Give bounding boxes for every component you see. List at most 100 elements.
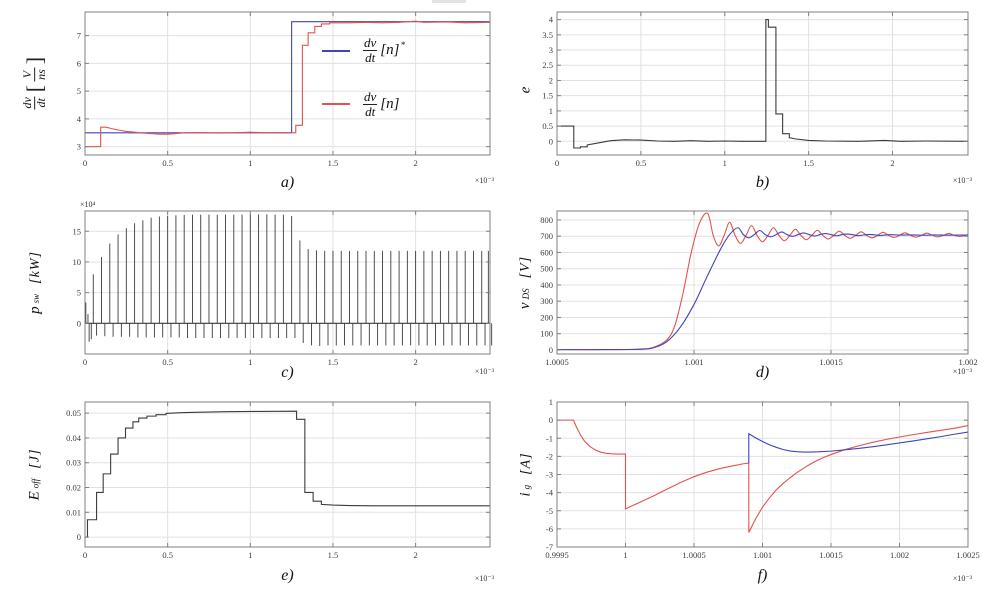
svg-text:0: 0 [77,318,81,328]
svg-text:3.5: 3.5 [542,30,553,40]
legend-label-measured: dv dt [n] [363,88,400,119]
legend: dv dt [n] * dv dt [n] [322,35,405,120]
svg-text:0: 0 [83,158,87,168]
svg-text:1.002: 1.002 [958,357,977,367]
svg-text:1.0015: 1.0015 [819,550,842,560]
plot-e: 0 0.5 1 1.5 2 0 0.01 0.02 0.03 0.04 0.05 [66,401,491,560]
svg-text:1.001: 1.001 [753,550,772,560]
panel-caption-c: c) [281,364,294,381]
svg-text:3: 3 [77,142,81,152]
y-axis-label-f: i g [A] [517,452,534,497]
svg-text:1.5: 1.5 [803,158,814,168]
svg-text:0.5: 0.5 [162,550,173,560]
svg-text:1.0005: 1.0005 [682,550,705,560]
legend-entry-measured: dv dt [n] [322,88,405,120]
panel-b: 0 0.5 1 1.5 2 0 0.5 1 1.5 2 2.5 3 3.5 4 e b) ×10⁻³ [500,0,1000,197]
svg-text:1.5: 1.5 [328,550,339,560]
screenshot-artifact [432,0,466,3]
plot-d: 1.0005 1.001 1.0015 1.002 0 100 200 300 400 500 60… [540,210,978,367]
y-axis-label-d: v DS [V] [517,255,534,310]
svg-text:0: 0 [549,136,553,146]
svg-text:0.5: 0.5 [542,121,553,131]
plot-c: 0 0.5 1 1.5 2 0 5 10 15 [73,210,493,367]
y-axis-label-b: e [517,86,534,94]
svg-text:3: 3 [549,45,553,55]
dvdt-fraction: dv dt [20,96,49,110]
svg-text:4: 4 [549,15,554,25]
panel-caption-b: b) [755,174,770,191]
svg-text:0: 0 [549,415,553,425]
svg-text:0: 0 [83,357,87,367]
svg-text:0.5: 0.5 [636,158,647,168]
svg-text:-1: -1 [546,433,553,443]
svg-text:5: 5 [77,86,81,96]
svg-text:2: 2 [890,158,894,168]
panel-f: 0.9995 1 1.0005 1.001 1.0015 1.002 1.0025 1 0 -1 -… [500,394,1000,591]
plot-a: 0 0.5 1 1.5 2 3 4 5 6 7 [77,11,491,168]
svg-text:2: 2 [413,550,417,560]
svg-text:0.02: 0.02 [66,483,81,493]
svg-text:-7: -7 [546,542,553,552]
svg-text:1: 1 [623,550,627,560]
svg-text:7: 7 [77,31,81,41]
svg-text:0: 0 [549,345,553,355]
svg-text:1.0025: 1.0025 [956,550,979,560]
svg-text:1: 1 [248,158,252,168]
svg-text:2: 2 [549,75,553,85]
panel-caption-f: f) [757,567,768,584]
legend-label-reference: dv dt [n] * [363,35,405,66]
svg-text:300: 300 [540,296,553,306]
svg-text:1: 1 [248,357,252,367]
left-bracket: [ [22,84,47,92]
plot-f: 0.9995 1 1.0005 1.001 1.0015 1.002 1.0025 1 0 -1 -… [545,397,979,560]
svg-text:2.5: 2.5 [542,60,553,70]
svg-text:1: 1 [248,550,252,560]
panel-caption-d: d) [755,364,770,381]
panel-caption-a: a) [280,174,295,191]
panel-c: 0 0.5 1 1.5 2 0 5 10 15 p sw [kW] ×10⁴ c) ×10⁻³ [0,197,500,394]
svg-text:0: 0 [77,532,81,542]
svg-text:1.001: 1.001 [684,357,703,367]
svg-text:4: 4 [77,114,82,124]
svg-text:100: 100 [540,329,553,339]
x-scale-exponent-a: ×10⁻³ [474,176,494,185]
svg-text:1.002: 1.002 [890,550,909,560]
svg-text:400: 400 [540,280,553,290]
svg-text:0: 0 [83,550,87,560]
svg-text:0.04: 0.04 [66,433,82,443]
legend-entry-reference: dv dt [n] * [322,35,405,66]
panel-d: 1.0005 1.001 1.0015 1.002 0 100 200 300 400 500 60… [500,197,1000,394]
y-axis-label-c: p sw [kW] [26,251,43,314]
svg-text:-5: -5 [546,506,553,516]
svg-text:1.0015: 1.0015 [819,357,842,367]
svg-text:600: 600 [540,247,553,257]
svg-text:700: 700 [540,231,553,241]
svg-text:1: 1 [723,158,727,168]
svg-text:0.5: 0.5 [162,357,173,367]
x-scale-exponent-b: ×10⁻³ [952,176,972,185]
svg-text:0.5: 0.5 [162,158,173,168]
svg-text:2: 2 [413,357,417,367]
svg-text:1: 1 [549,106,553,116]
plot-b: 0 0.5 1 1.5 2 0 0.5 1 1.5 2 2.5 3 3.5 4 [542,11,969,168]
svg-text:-4: -4 [546,488,554,498]
svg-text:0.05: 0.05 [66,408,81,418]
svg-text:10: 10 [73,257,82,267]
svg-text:5: 5 [77,288,81,298]
svg-text:1: 1 [549,397,553,407]
svg-text:-3: -3 [546,470,553,480]
x-scale-exponent-e: ×10⁻³ [474,574,494,583]
panel-caption-e: e) [281,567,294,584]
legend-line-red [322,103,350,106]
y-scale-exponent-c: ×10⁴ [80,200,96,209]
svg-text:2: 2 [413,158,417,168]
svg-text:-2: -2 [546,451,553,461]
svg-text:500: 500 [540,264,553,274]
x-scale-exponent-f: ×10⁻³ [952,574,972,583]
